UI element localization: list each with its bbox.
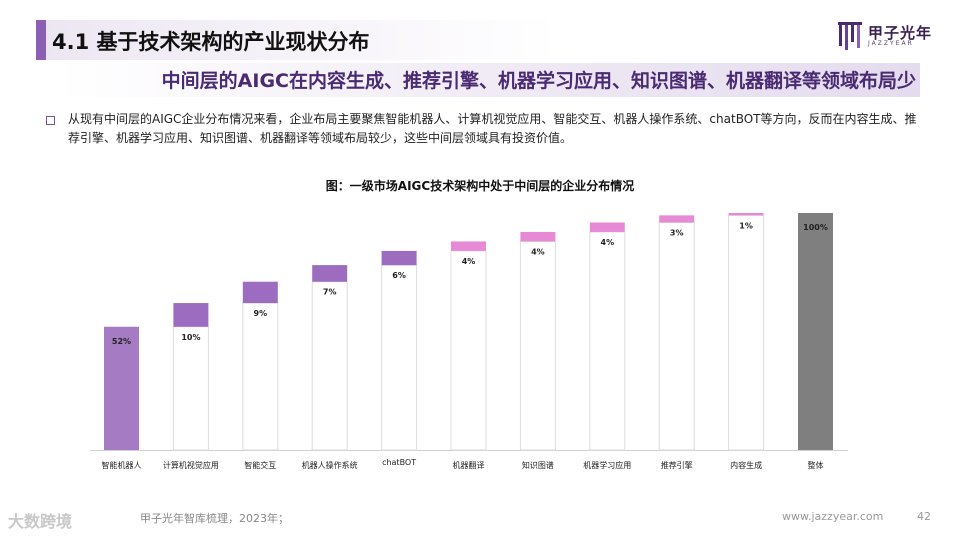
page-title: 4.1 基于技术架构的产业现状分布 <box>52 30 370 54</box>
title-accent-bar <box>36 20 46 60</box>
waterfall-base-column <box>311 281 348 451</box>
bar-机器学习应用 <box>589 222 625 232</box>
logo-text-cn: 甲子光年 <box>868 24 933 42</box>
title-band <box>36 20 556 60</box>
x-tick-label: 智能机器人 <box>102 460 142 470</box>
bar-整体 <box>798 213 833 450</box>
x-tick-label: 内容生成 <box>730 460 762 470</box>
bar-chatBOT <box>381 250 417 266</box>
brand-watermark: 大数跨境 <box>8 512 73 531</box>
waterfall-base-column <box>381 264 418 451</box>
data-label: 4% <box>462 257 476 266</box>
bar-智能交互 <box>242 281 278 304</box>
logo-mark-icon <box>838 22 862 50</box>
x-tick-label: 机器学习应用 <box>583 460 631 470</box>
bar-知识图谱 <box>520 231 556 242</box>
data-label: 10% <box>181 333 200 342</box>
bullet-square-icon <box>46 116 55 125</box>
bar-机器翻译 <box>451 241 486 251</box>
data-label: 3% <box>670 228 684 237</box>
x-tick-label: 机器翻译 <box>453 460 485 470</box>
waterfall-base-column <box>728 214 765 451</box>
data-label: 52% <box>112 337 131 346</box>
brand-logo: 甲子光年 JAZZYEAR <box>838 20 938 54</box>
x-tick-label: 计算机视觉应用 <box>163 460 219 470</box>
footer-url: www.jazzyear.com <box>782 510 884 523</box>
logo-text-en: JAZZYEAR <box>868 40 914 47</box>
bar-计算机视觉应用 <box>173 303 209 327</box>
waterfall-base-column <box>242 302 279 451</box>
bar-智能机器人 <box>104 326 139 450</box>
waterfall-base-column <box>450 250 487 451</box>
bar-内容生成 <box>728 213 764 216</box>
waterfall-base-column <box>589 231 626 451</box>
bar-推荐引擎 <box>659 215 695 223</box>
bar-机器人操作系统 <box>312 265 348 282</box>
body-paragraph: 从现有中间层的AIGC企业分布情况来看，企业布局主要聚焦智能机器人、计算机视觉应… <box>68 112 917 145</box>
data-label: 7% <box>323 288 337 297</box>
x-tick-label: chatBOT <box>382 458 416 467</box>
x-tick-label: 机器人操作系统 <box>302 460 358 470</box>
waterfall-base-column <box>172 326 209 451</box>
x-tick-label: 知识图谱 <box>522 460 554 470</box>
data-label: 4% <box>601 238 615 247</box>
data-label: 6% <box>392 271 406 280</box>
footer-source: 甲子光年智库梳理，2023年； <box>140 512 289 525</box>
data-label: 1% <box>739 221 753 230</box>
waterfall-base-column <box>658 221 695 451</box>
waterfall-base-column <box>519 240 556 451</box>
data-label: 4% <box>531 247 545 256</box>
x-tick-label: 智能交互 <box>244 460 276 470</box>
x-tick-label: 整体 <box>808 460 824 470</box>
data-label: 100% <box>803 223 828 232</box>
chart-title: 图：一级市场AIGC技术架构中处于中间层的企业分布情况 <box>325 179 635 193</box>
data-label: 9% <box>254 309 268 318</box>
subtitle: 中间层的AIGC在内容生成、推荐引擎、机器学习应用、知识图谱、机器翻译等领域布局… <box>161 70 916 92</box>
page-number: 42 <box>917 510 931 523</box>
x-tick-label: 推荐引擎 <box>661 460 693 470</box>
subtitle-band <box>60 63 920 97</box>
